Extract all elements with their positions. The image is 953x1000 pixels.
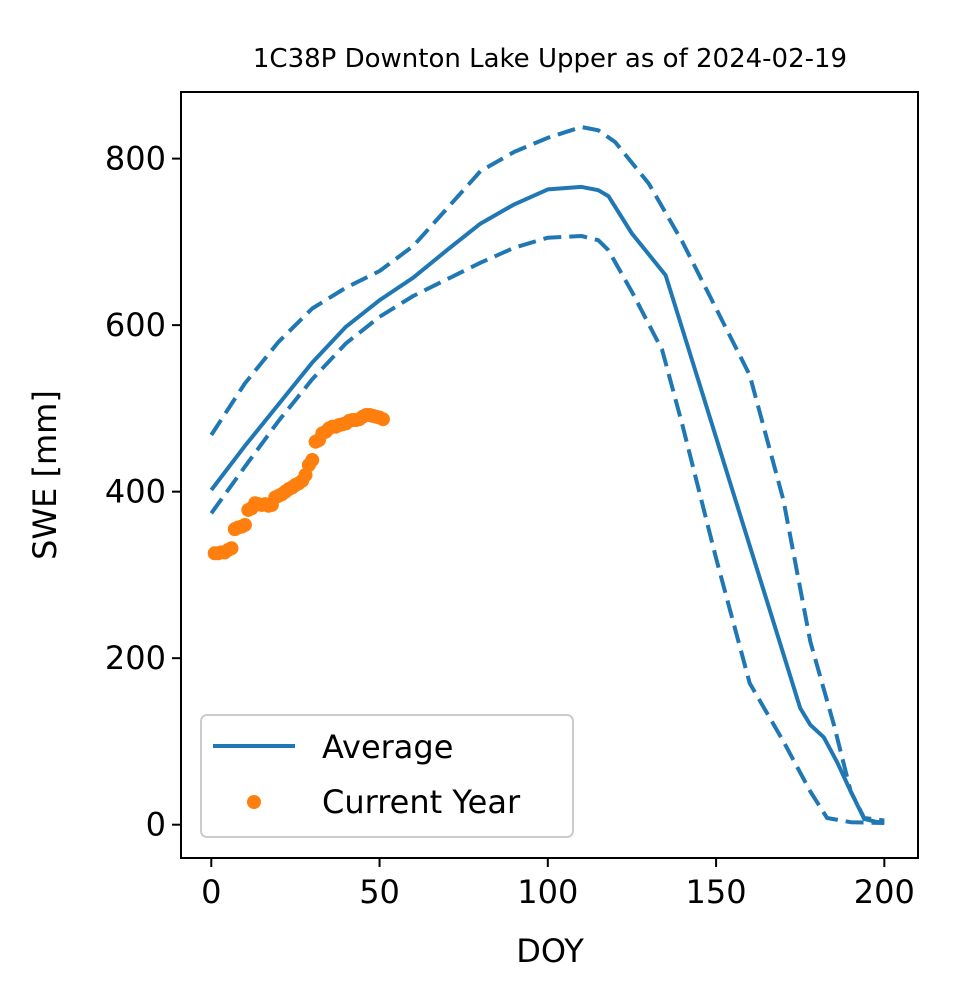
x-axis: 0 50 100 150 200 [201,858,915,911]
legend-current-year-swatch [247,795,261,809]
x-tick-label: 0 [201,873,221,911]
x-tick-label: 150 [686,873,747,911]
x-tick-label: 50 [359,873,400,911]
x-tick-label: 100 [517,873,578,911]
current-year-point [224,541,239,556]
x-tick-label: 200 [854,873,915,911]
plot-frame [180,91,919,859]
y-axis-label: SWE [mm] [26,390,64,560]
legend-current-year-label: Current Year [322,783,521,821]
y-axis: 0 200 400 600 800 [105,140,181,844]
y-tick-label: 800 [105,140,166,178]
y-tick-label: 200 [105,639,166,677]
y-tick-label: 0 [146,806,166,844]
legend-average-label: Average [322,728,453,766]
lower-dashed-line [209,234,885,825]
current-year-point [375,412,390,427]
x-axis-label: DOY [516,932,584,970]
y-tick-label: 600 [105,306,166,344]
legend: Average Current Year [200,714,574,838]
average-line [209,184,885,825]
chart-title: 1C38P Downton Lake Upper as of 2024-02-1… [253,44,847,74]
current-year-point [237,517,252,532]
y-tick-label: 400 [105,473,166,511]
plot-area [207,125,885,825]
current-year-point [305,453,320,468]
upper-dashed-line [209,125,885,823]
